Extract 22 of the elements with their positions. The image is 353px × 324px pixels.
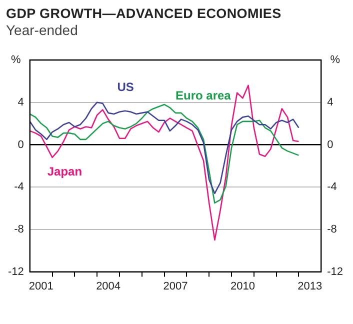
x-tick-label: 2013 — [298, 280, 322, 292]
x-tick-label: 2004 — [96, 280, 121, 292]
y-tick-label: -8 — [14, 223, 24, 236]
series-label: Japan — [47, 164, 82, 179]
y2-tick-label: 4 — [327, 96, 334, 108]
y-axis-title: % — [11, 54, 22, 66]
y2-axis-title: % — [330, 54, 340, 66]
y2-tick-label: 0 — [327, 138, 334, 151]
series-label: US — [117, 80, 134, 94]
series-label: Euro area — [176, 88, 232, 102]
y2-tick-label: -4 — [327, 181, 337, 194]
x-tick-label: 2001 — [28, 280, 54, 292]
y2-tick-label: -12 — [327, 266, 344, 278]
y-tick-label: -4 — [14, 181, 24, 194]
x-tick-label: 2007 — [163, 280, 188, 292]
chart-title: GDP GROWTH—ADVANCED ECONOMIES — [5, 5, 282, 21]
y-tick-label: 0 — [18, 138, 24, 151]
y2-tick-label: -8 — [327, 223, 337, 236]
y-tick-label: -12 — [8, 266, 24, 278]
chart-subtitle: Year-ended — [5, 21, 79, 38]
x-tick-label: 2010 — [230, 280, 255, 292]
y-tick-label: 4 — [18, 96, 24, 108]
